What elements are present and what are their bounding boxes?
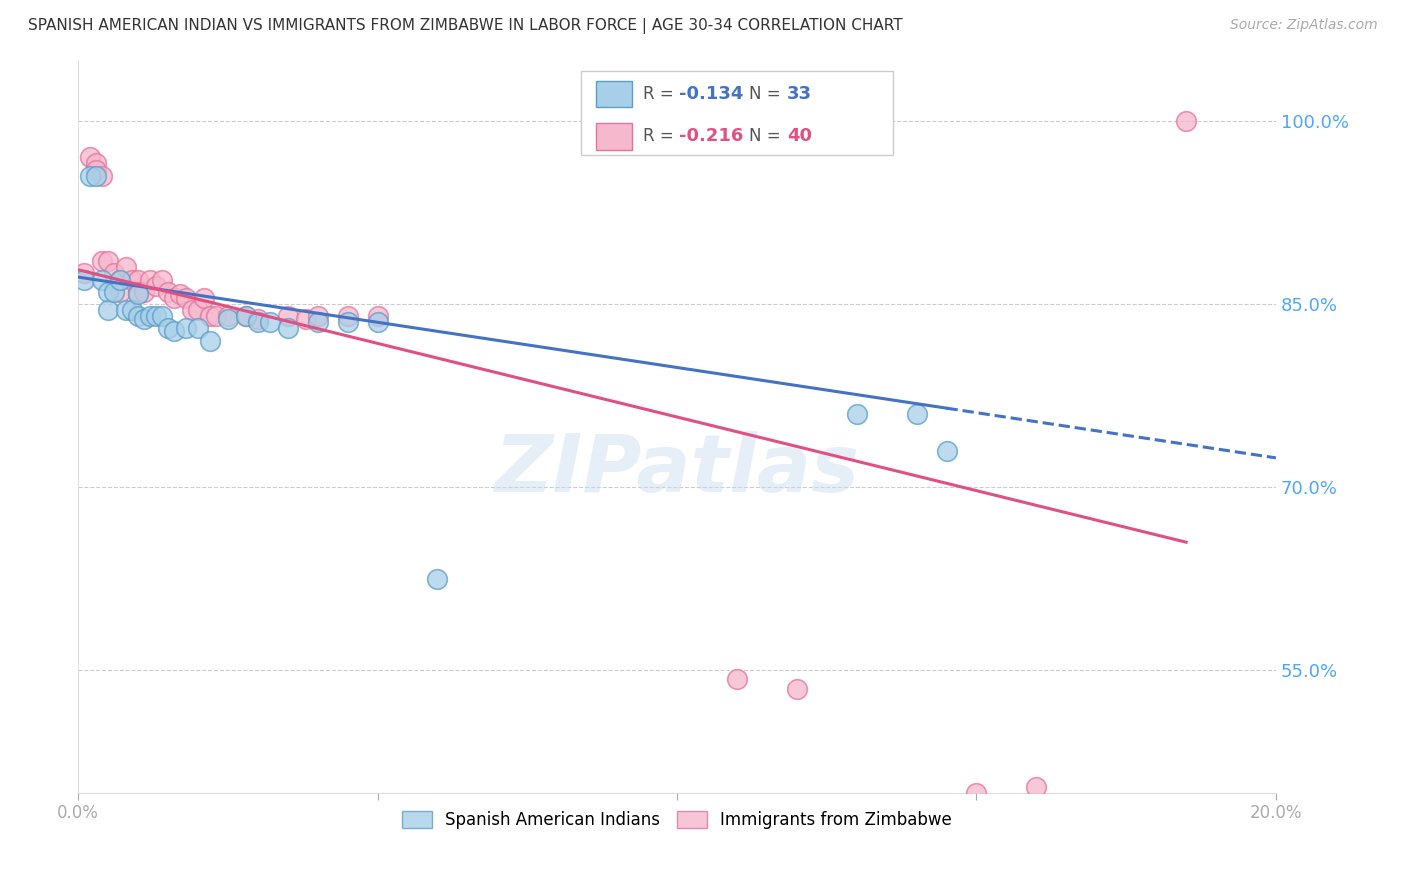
- Point: [121, 272, 143, 286]
- Point: [84, 169, 107, 183]
- Point: [84, 162, 107, 177]
- Point: [235, 309, 257, 323]
- Point: [163, 291, 186, 305]
- Point: [108, 272, 131, 286]
- Point: [294, 311, 316, 326]
- Point: [966, 786, 988, 800]
- Point: [163, 324, 186, 338]
- Point: [1175, 113, 1198, 128]
- Point: [845, 407, 868, 421]
- FancyBboxPatch shape: [596, 81, 631, 107]
- Point: [198, 309, 221, 323]
- Text: R =: R =: [644, 86, 679, 103]
- Point: [132, 285, 155, 299]
- Text: -0.134: -0.134: [679, 86, 744, 103]
- Point: [336, 309, 359, 323]
- Point: [145, 309, 167, 323]
- Text: ZIPatlas: ZIPatlas: [495, 431, 859, 509]
- Point: [367, 315, 389, 329]
- Text: N =: N =: [749, 128, 786, 145]
- Point: [725, 672, 748, 686]
- Point: [1025, 780, 1047, 794]
- Point: [235, 309, 257, 323]
- Point: [905, 407, 928, 421]
- Point: [174, 321, 197, 335]
- Point: [91, 254, 114, 268]
- Point: [73, 272, 96, 286]
- Text: N =: N =: [749, 86, 786, 103]
- Point: [193, 291, 215, 305]
- Point: [97, 254, 120, 268]
- Point: [198, 334, 221, 348]
- Point: [139, 272, 162, 286]
- Point: [246, 315, 269, 329]
- Point: [103, 267, 125, 281]
- Point: [180, 303, 202, 318]
- Text: -0.216: -0.216: [679, 128, 744, 145]
- Point: [121, 303, 143, 318]
- Point: [277, 309, 299, 323]
- Point: [127, 285, 149, 299]
- Legend: Spanish American Indians, Immigrants from Zimbabwe: Spanish American Indians, Immigrants fro…: [395, 804, 959, 836]
- Text: 40: 40: [787, 128, 813, 145]
- Point: [127, 272, 149, 286]
- Point: [127, 287, 149, 301]
- Point: [187, 303, 209, 318]
- Point: [139, 309, 162, 323]
- Point: [174, 291, 197, 305]
- Point: [145, 278, 167, 293]
- Point: [73, 267, 96, 281]
- Point: [367, 309, 389, 323]
- Text: Source: ZipAtlas.com: Source: ZipAtlas.com: [1230, 18, 1378, 32]
- Point: [132, 311, 155, 326]
- Point: [156, 321, 179, 335]
- Text: SPANISH AMERICAN INDIAN VS IMMIGRANTS FROM ZIMBABWE IN LABOR FORCE | AGE 30-34 C: SPANISH AMERICAN INDIAN VS IMMIGRANTS FR…: [28, 18, 903, 34]
- Point: [91, 272, 114, 286]
- Point: [108, 285, 131, 299]
- Point: [246, 311, 269, 326]
- Point: [307, 315, 329, 329]
- Point: [127, 309, 149, 323]
- Point: [91, 169, 114, 183]
- Point: [205, 309, 228, 323]
- Point: [426, 572, 449, 586]
- Point: [150, 309, 173, 323]
- Point: [336, 315, 359, 329]
- Point: [108, 272, 131, 286]
- Point: [217, 309, 239, 323]
- FancyBboxPatch shape: [581, 70, 893, 155]
- Point: [786, 681, 808, 696]
- Point: [217, 311, 239, 326]
- Point: [97, 285, 120, 299]
- Point: [277, 321, 299, 335]
- Point: [103, 285, 125, 299]
- Point: [115, 260, 138, 275]
- Text: R =: R =: [644, 128, 679, 145]
- Point: [84, 156, 107, 170]
- FancyBboxPatch shape: [596, 123, 631, 150]
- Point: [169, 287, 191, 301]
- Text: 33: 33: [787, 86, 813, 103]
- Point: [115, 303, 138, 318]
- Point: [97, 303, 120, 318]
- Point: [156, 285, 179, 299]
- Point: [79, 150, 101, 164]
- Point: [259, 315, 281, 329]
- Point: [79, 169, 101, 183]
- Point: [187, 321, 209, 335]
- Point: [935, 443, 957, 458]
- Point: [307, 309, 329, 323]
- Point: [150, 272, 173, 286]
